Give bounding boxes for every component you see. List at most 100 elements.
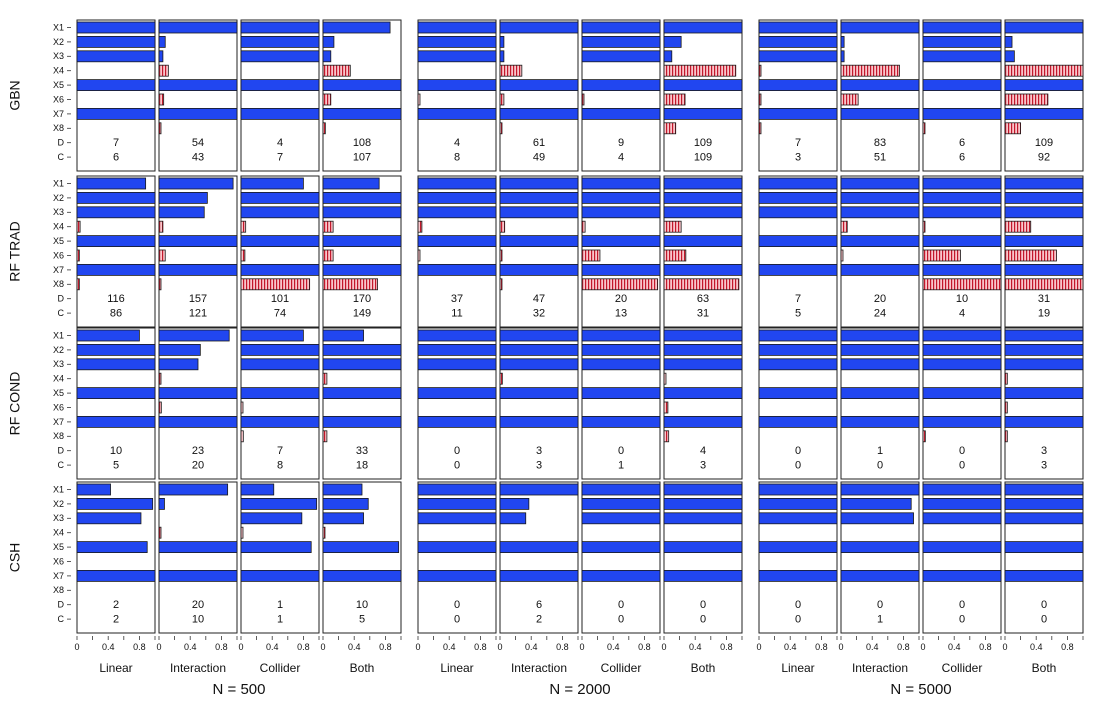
- bar-x6: [581, 93, 585, 106]
- bar-x8: [581, 278, 659, 291]
- count-d-value: 0: [618, 445, 624, 457]
- bar-x1: [922, 483, 1002, 496]
- bar-x2: [76, 191, 156, 204]
- bar-x7: [840, 570, 920, 582]
- bar-x1: [1004, 329, 1084, 342]
- bar-x4: [158, 64, 169, 77]
- bar-x8: [922, 278, 1002, 291]
- scenario-label-linear: Linear: [440, 661, 473, 675]
- bar-x5: [663, 541, 743, 553]
- bar-x3: [922, 358, 1002, 371]
- count-d-value: 108: [353, 137, 371, 149]
- bar-x2: [663, 191, 743, 204]
- count-d-value: 33: [356, 445, 368, 457]
- bar-x3: [663, 50, 673, 63]
- bar-x1: [417, 329, 497, 342]
- y-tick-label: X1: [53, 330, 64, 340]
- bar-x5: [499, 541, 579, 553]
- bar-x1: [76, 21, 156, 34]
- count-c-value: 74: [274, 308, 286, 320]
- bar-x8: [76, 278, 80, 291]
- bar-x6: [158, 401, 162, 414]
- bar-x7: [240, 108, 320, 120]
- bar-x6: [663, 93, 686, 106]
- bar-x6: [158, 249, 166, 262]
- bar-x7: [581, 263, 661, 276]
- bar-x1: [76, 329, 140, 342]
- bar-x5: [758, 541, 838, 553]
- x-tick-label: 0.4: [525, 642, 538, 652]
- bar-x4: [840, 64, 900, 77]
- bar-x6: [417, 249, 421, 262]
- x-tick-label: 0: [415, 642, 420, 652]
- panel-frame: [158, 481, 238, 634]
- x-tick-label: 0.8: [1061, 642, 1074, 652]
- bar-x5: [417, 387, 497, 400]
- x-tick-label: 0.8: [133, 642, 146, 652]
- bar-x6: [499, 249, 503, 262]
- bar-x1: [1004, 483, 1084, 496]
- bar-x7: [663, 415, 743, 428]
- bar-x3: [417, 206, 497, 219]
- bar-x3: [1004, 512, 1084, 525]
- y-tick-label: X8: [53, 431, 64, 441]
- bar-x5: [581, 79, 661, 91]
- bar-x3: [322, 512, 364, 525]
- bar-x1: [499, 21, 579, 34]
- count-c-value: 0: [700, 614, 706, 626]
- count-c-value: 3: [795, 152, 801, 164]
- bar-x4: [1004, 220, 1032, 233]
- bar-x7: [417, 263, 497, 276]
- bar-x2: [663, 497, 743, 510]
- bar-x7: [1004, 108, 1084, 120]
- count-c-value: 5: [795, 308, 801, 320]
- x-tick-label: 0.8: [474, 642, 487, 652]
- bar-x8: [922, 122, 926, 135]
- bar-x4: [158, 372, 162, 385]
- bar-x3: [417, 358, 497, 371]
- bar-x5: [922, 235, 1002, 248]
- bar-x1: [240, 21, 320, 34]
- y-tick-label: X7: [53, 571, 64, 581]
- x-tick-label: 0.8: [815, 642, 828, 652]
- bar-x6: [1004, 249, 1057, 262]
- count-d-value: 157: [189, 293, 207, 305]
- bar-x2: [322, 191, 402, 204]
- y-tick-label: X5: [53, 388, 64, 398]
- y-tick-label: X4: [53, 222, 64, 232]
- count-c-value: 0: [454, 460, 460, 472]
- count-c-value: 0: [959, 614, 965, 626]
- bar-x2: [499, 191, 579, 204]
- sample-size-label: N = 2000: [549, 681, 610, 698]
- bar-x8: [322, 122, 326, 135]
- bar-x1: [1004, 177, 1084, 190]
- bar-x2: [840, 497, 912, 510]
- count-d-value: 0: [959, 599, 965, 611]
- y-tick-label: X8: [53, 279, 64, 289]
- bar-x2: [1004, 191, 1084, 204]
- y-tick-label: X6: [53, 556, 64, 566]
- y-tick-label: X2: [53, 37, 64, 47]
- row-label-rf-cond: RF COND: [7, 372, 23, 436]
- bar-x3: [758, 512, 838, 525]
- count-d-value: 0: [795, 445, 801, 457]
- bar-x5: [158, 541, 238, 553]
- scenario-label-linear: Linear: [99, 661, 132, 675]
- count-d-value: 101: [271, 293, 289, 305]
- y-tick-label: X2: [53, 345, 64, 355]
- bar-x2: [758, 191, 838, 204]
- bar-x4: [322, 526, 326, 539]
- bar-x2: [922, 343, 1002, 356]
- count-d-value: 6: [959, 137, 965, 149]
- bar-x8: [1004, 122, 1022, 135]
- bar-x2: [158, 191, 208, 204]
- bar-x3: [417, 512, 497, 525]
- row-label-rf-trad: RF TRAD: [7, 221, 23, 281]
- bar-x1: [499, 329, 579, 342]
- bar-x2: [581, 191, 661, 204]
- y-tick-label: X3: [53, 51, 64, 61]
- bar-x4: [1004, 64, 1084, 77]
- count-d-value: 0: [1041, 599, 1047, 611]
- bar-x4: [240, 220, 247, 233]
- bar-x3: [499, 512, 527, 525]
